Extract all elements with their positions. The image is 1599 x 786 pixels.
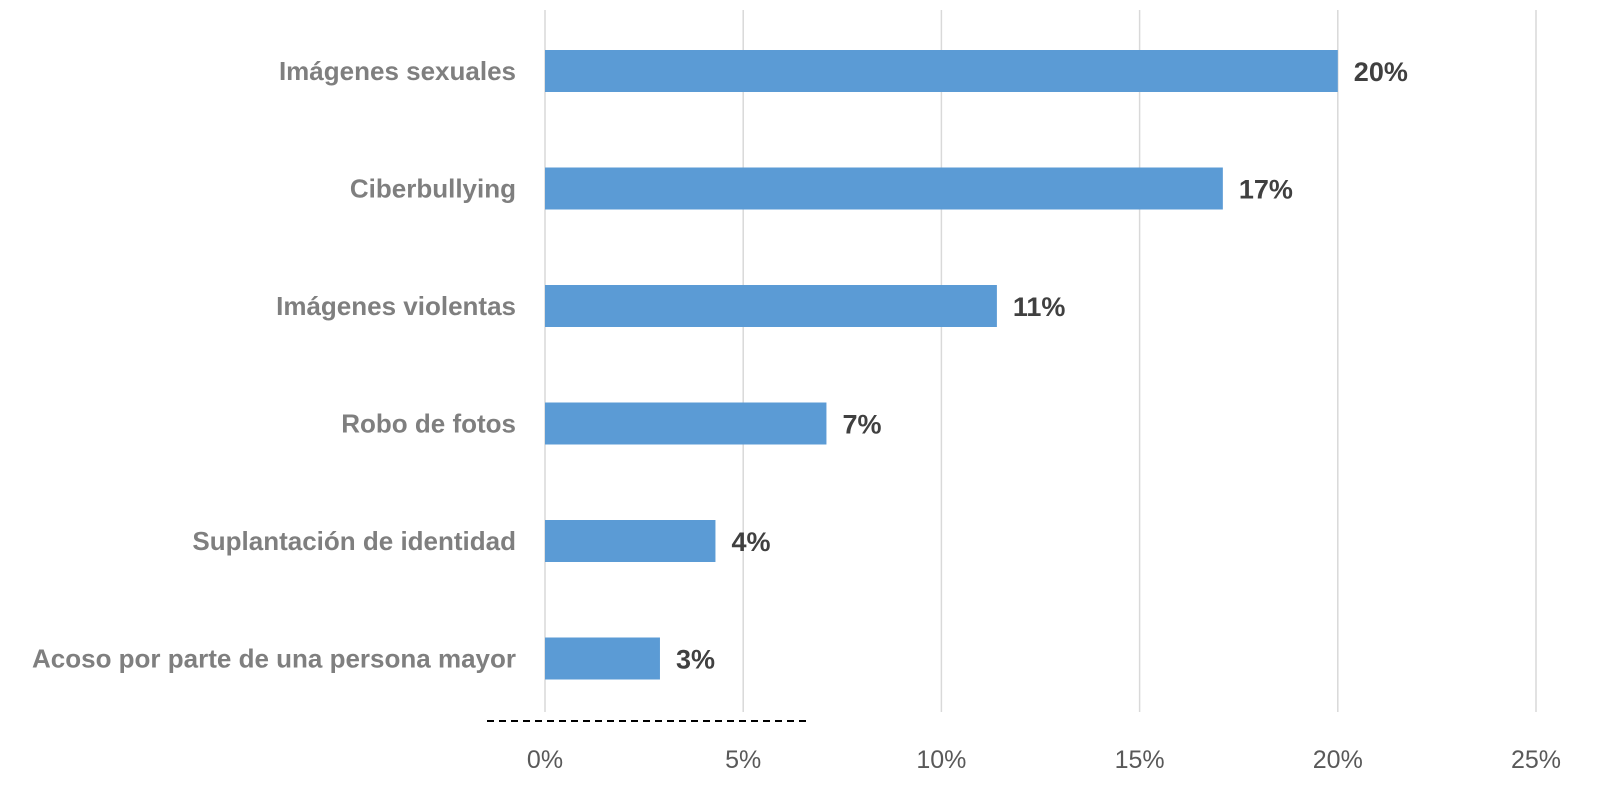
data-label: 3% [676, 645, 715, 675]
x-tick-label: 15% [1115, 746, 1165, 774]
gridlines [544, 10, 1537, 712]
data-label: 20% [1354, 57, 1408, 87]
x-tick-label: 20% [1313, 746, 1363, 774]
x-tick-label: 5% [725, 746, 761, 774]
data-label: 4% [731, 527, 770, 557]
category-label: Imágenes violentas [276, 291, 516, 321]
x-tick-label: 25% [1511, 746, 1561, 774]
bars [545, 50, 1338, 680]
data-label: 7% [842, 410, 881, 440]
category-label: Ciberbullying [350, 174, 516, 204]
category-label: Imágenes sexuales [279, 56, 516, 86]
bar [545, 285, 997, 327]
data-labels: 20% 17% 11% 7% 4% 3% [676, 57, 1408, 675]
category-label: Suplantación de identidad [192, 526, 516, 556]
x-tick-label: 10% [916, 746, 966, 774]
data-label: 11% [1013, 292, 1066, 322]
category-label: Robo de fotos [341, 409, 516, 439]
bar [545, 402, 827, 445]
data-label: 17% [1239, 175, 1293, 205]
category-label: Acoso por parte de una persona mayor [32, 644, 516, 674]
bar [545, 520, 716, 562]
bar [545, 637, 660, 680]
bar [545, 167, 1223, 210]
x-tick-label: 0% [527, 746, 563, 774]
bar [545, 50, 1338, 92]
category-labels: Imágenes sexuales Ciberbullying Imágenes v… [32, 56, 516, 674]
x-axis-tick-labels: 0% 5% 10% 15% 20% 25% [527, 746, 1561, 774]
